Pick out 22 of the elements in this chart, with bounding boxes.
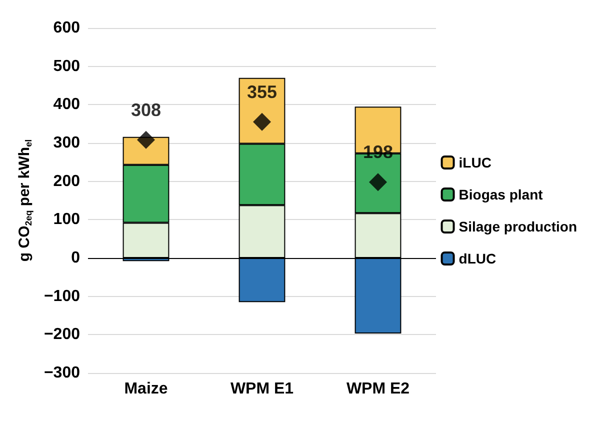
y-tick-label: 300 [53,134,80,152]
x-tick-label: WPM E2 [346,380,410,398]
y-tick-label: −100 [44,288,80,305]
y-tick-label: −200 [44,326,80,344]
y-tick-label: 0 [71,250,80,266]
legend-label: dLUC [458,250,496,266]
legend-label: Biogas plant [458,186,544,202]
legend-label: Silage production [458,218,578,234]
point [137,130,155,149]
y-tick-label: 200 [53,172,80,190]
x-tick-label: WPM E1 [230,380,294,398]
point [253,112,271,131]
y-tick-label: 500 [53,58,80,75]
data-label: 308 [130,100,162,120]
y-tick-label: 600 [53,20,80,36]
y-tick-label: 100 [53,211,80,228]
x-tick-label: Maize [124,380,168,398]
legend-label: iLUC [458,154,492,170]
data-label: 355 [246,82,278,102]
y-axis-title: g CO2eq per kWhel [16,139,34,262]
y-tick-label: 400 [53,96,80,114]
y-tick-label: −300 [44,364,80,382]
